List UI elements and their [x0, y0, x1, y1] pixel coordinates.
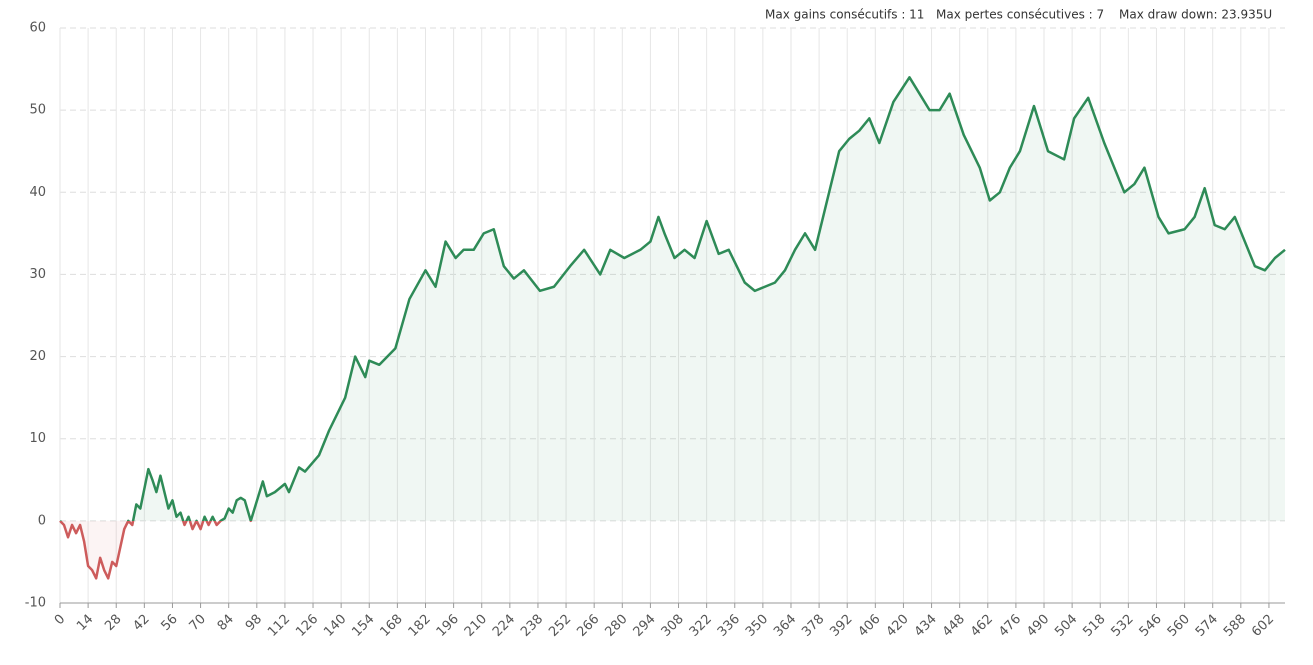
- x-tick-label: 168: [378, 612, 406, 640]
- y-tick-label: 0: [38, 513, 46, 528]
- x-tick-label: 252: [546, 612, 574, 640]
- x-tick-label: 224: [490, 612, 518, 640]
- x-tick-label: 546: [1137, 612, 1165, 640]
- x-tick-label: 280: [602, 612, 630, 640]
- x-tick-label: 210: [462, 612, 490, 640]
- y-tick-label: 50: [29, 103, 46, 118]
- x-tick-label: 560: [1165, 612, 1193, 640]
- x-tick-label: 420: [884, 612, 912, 640]
- y-tick-label: -10: [25, 596, 46, 611]
- y-tick-label: 10: [29, 431, 46, 446]
- stat-losses: Max pertes consécutives : 7: [936, 8, 1104, 22]
- x-tick-label: 588: [1221, 612, 1249, 640]
- x-tick-label: 336: [715, 612, 743, 640]
- area: [60, 77, 1285, 579]
- stat-drawdown: Max draw down: 23.935U: [1119, 8, 1272, 22]
- x-tick-label: 364: [771, 612, 799, 640]
- x-tick-label: 56: [158, 612, 180, 634]
- x-tick-label: 266: [574, 612, 602, 640]
- x-tick-label: 602: [1249, 612, 1277, 640]
- y-tick-label: 60: [29, 21, 46, 36]
- x-tick-label: 532: [1109, 612, 1137, 640]
- x-tick-label: 406: [855, 612, 883, 640]
- y-tick-label: 40: [29, 185, 46, 200]
- x-tick-label: 448: [940, 612, 968, 640]
- x-tick-label: 350: [743, 612, 771, 640]
- x-tick-label: 392: [827, 612, 855, 640]
- x-tick-label: 42: [130, 612, 152, 634]
- x-tick-label: 238: [518, 612, 546, 640]
- x-tick-label: 28: [102, 612, 124, 634]
- x-tick-label: 70: [187, 612, 209, 634]
- x-tick-label: 0: [52, 612, 68, 628]
- x-tick-label: 518: [1080, 612, 1108, 640]
- x-tick-label: 434: [912, 612, 940, 640]
- x-tick-label: 140: [321, 612, 349, 640]
- x-tick-label: 98: [243, 612, 265, 634]
- x-tick-label: 476: [996, 612, 1024, 640]
- stat-gains: Max gains consécutifs : 11: [765, 8, 924, 22]
- x-tick-label: 112: [265, 612, 293, 640]
- x-tick-label: 504: [1052, 612, 1080, 640]
- line: [59, 76, 1286, 580]
- x-tick-label: 378: [799, 612, 827, 640]
- x-tick-label: 126: [293, 612, 321, 640]
- x-tick-label: 14: [74, 612, 96, 634]
- y-tick-label: 30: [29, 267, 46, 282]
- x-tick-label: 462: [968, 612, 996, 640]
- x-tick-label: 574: [1193, 612, 1221, 640]
- x-tick-label: 294: [631, 612, 659, 640]
- y-tick-label: 20: [29, 349, 46, 364]
- x-tick-label: 308: [659, 612, 687, 640]
- x-tick-label: 490: [1024, 612, 1052, 640]
- x-tick-label: 154: [349, 612, 377, 640]
- x-tick-label: 196: [434, 612, 462, 640]
- x-tick-label: 182: [406, 612, 434, 640]
- x-tick-label: 322: [687, 612, 715, 640]
- x-tick-label: 84: [215, 612, 237, 634]
